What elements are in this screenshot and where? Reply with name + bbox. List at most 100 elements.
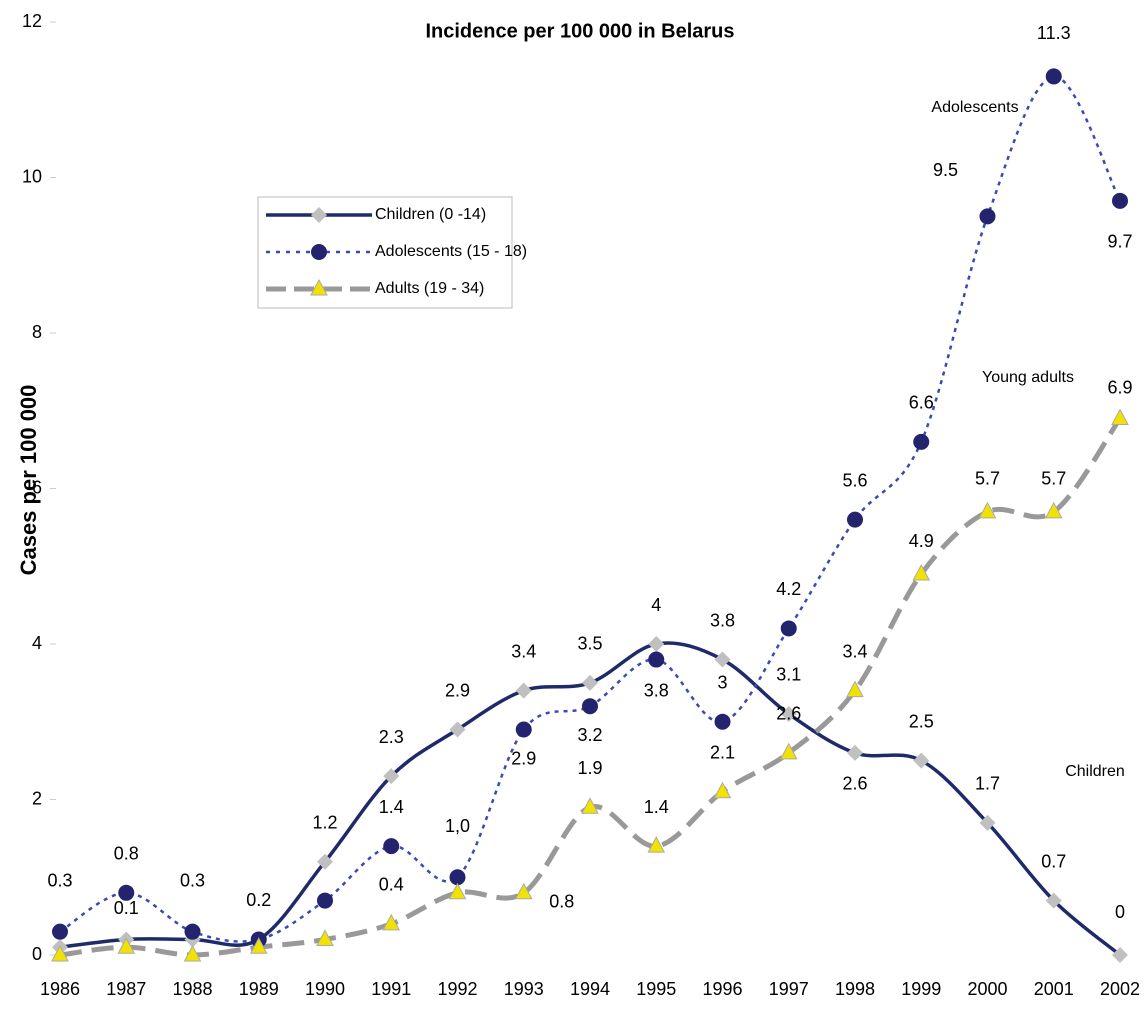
data-label: 0.1 xyxy=(114,898,139,918)
data-label: 3.5 xyxy=(577,634,602,654)
data-label: 5.7 xyxy=(975,469,1000,489)
x-tick-label: 1990 xyxy=(305,979,345,999)
data-label: 3.4 xyxy=(511,641,536,661)
data-label: 2.5 xyxy=(909,711,934,731)
data-point xyxy=(847,744,863,761)
data-label: 3 xyxy=(717,673,727,693)
data-point xyxy=(846,680,864,698)
annotation: Young adults xyxy=(982,369,1074,386)
data-label: 9.5 xyxy=(933,160,958,180)
data-label: 0.8 xyxy=(114,844,139,864)
x-tick-label: 2002 xyxy=(1100,979,1140,999)
x-tick-label: 2000 xyxy=(967,979,1007,999)
data-label: 5.7 xyxy=(1041,469,1066,489)
data-label: 0.8 xyxy=(549,892,574,912)
data-point xyxy=(1111,408,1129,426)
data-point xyxy=(979,208,996,225)
data-label: 1.2 xyxy=(312,812,337,832)
data-label: 0.2 xyxy=(246,890,271,910)
data-label: 2.3 xyxy=(379,727,404,747)
data-point xyxy=(316,929,334,946)
data-point xyxy=(1112,947,1128,963)
data-label: 4.2 xyxy=(776,579,801,599)
y-tick-label: 10 xyxy=(22,166,42,186)
x-tick-label: 1989 xyxy=(239,979,279,999)
data-label: 0.3 xyxy=(180,870,205,890)
data-label: 2.9 xyxy=(445,680,470,700)
data-point xyxy=(317,853,333,870)
data-point xyxy=(780,620,797,637)
data-label: 3.4 xyxy=(842,641,867,661)
x-tick-label: 1988 xyxy=(172,979,212,999)
x-tick-label: 1986 xyxy=(40,979,80,999)
data-point xyxy=(979,814,996,831)
legend-marker xyxy=(311,244,327,260)
data-label: 0 xyxy=(1115,902,1125,922)
x-tick-label: 1998 xyxy=(835,979,875,999)
data-point xyxy=(913,433,930,450)
data-point xyxy=(449,721,466,738)
data-point xyxy=(52,923,68,940)
data-label: 3.8 xyxy=(644,680,669,700)
legend-label: Adults (19 - 34) xyxy=(375,280,484,297)
data-point xyxy=(648,651,665,668)
data-label: 2.6 xyxy=(842,774,867,794)
data-label: 0.7 xyxy=(1041,851,1066,871)
data-label: 2.1 xyxy=(710,742,735,762)
data-point xyxy=(449,869,466,886)
x-tick-label: 1996 xyxy=(702,979,742,999)
data-label: 1.4 xyxy=(379,797,404,817)
data-point xyxy=(1045,68,1062,85)
data-point xyxy=(184,923,201,940)
data-point xyxy=(1112,192,1128,209)
data-label: 2.9 xyxy=(511,748,536,768)
x-tick-label: 1993 xyxy=(504,979,544,999)
data-point xyxy=(515,682,532,699)
data-point xyxy=(647,836,666,853)
x-tick-label: 1997 xyxy=(769,979,809,999)
data-point xyxy=(514,882,533,900)
y-tick-label: 12 xyxy=(22,11,42,31)
data-point xyxy=(913,752,930,769)
legend-label: Adolescents (15 - 18) xyxy=(375,243,527,260)
data-point xyxy=(249,937,268,954)
data-point xyxy=(383,838,400,855)
y-tick-label: 4 xyxy=(32,633,42,653)
data-point xyxy=(912,563,931,581)
data-point xyxy=(780,705,797,722)
data-label: 3.1 xyxy=(776,665,801,685)
data-label: 6.6 xyxy=(909,393,934,413)
data-point xyxy=(714,651,731,668)
legend-marker xyxy=(310,278,328,296)
x-tick-label: 1987 xyxy=(106,979,146,999)
x-tick-label: 1999 xyxy=(901,979,941,999)
data-point xyxy=(713,781,732,799)
y-tick-label: 6 xyxy=(32,477,42,497)
x-tick-label: 1992 xyxy=(437,979,477,999)
data-point xyxy=(714,713,731,730)
data-point xyxy=(515,721,532,738)
data-point xyxy=(51,944,69,962)
data-point xyxy=(317,892,333,909)
x-tick-label: 1994 xyxy=(570,979,610,999)
y-tick-label: 2 xyxy=(32,788,42,808)
data-point xyxy=(779,742,798,760)
x-tick-label: 2001 xyxy=(1034,979,1074,999)
x-tick-label: 1991 xyxy=(371,979,411,999)
data-label: 1.7 xyxy=(975,774,1000,794)
y-tick-label: 0 xyxy=(32,944,42,964)
y-tick-label: 8 xyxy=(32,322,42,342)
data-point xyxy=(978,501,997,519)
data-point xyxy=(448,882,467,900)
data-point xyxy=(117,937,136,954)
data-point xyxy=(382,913,401,931)
legend-marker xyxy=(311,207,327,223)
data-point xyxy=(582,698,598,715)
data-point xyxy=(118,884,135,901)
data-point xyxy=(847,511,863,528)
data-point xyxy=(383,768,400,785)
y-axis-label: Cases per 100 000 xyxy=(16,385,41,576)
data-label: 6.9 xyxy=(1107,377,1132,397)
data-label: 3.8 xyxy=(710,610,735,630)
data-label: 4 xyxy=(651,595,661,615)
